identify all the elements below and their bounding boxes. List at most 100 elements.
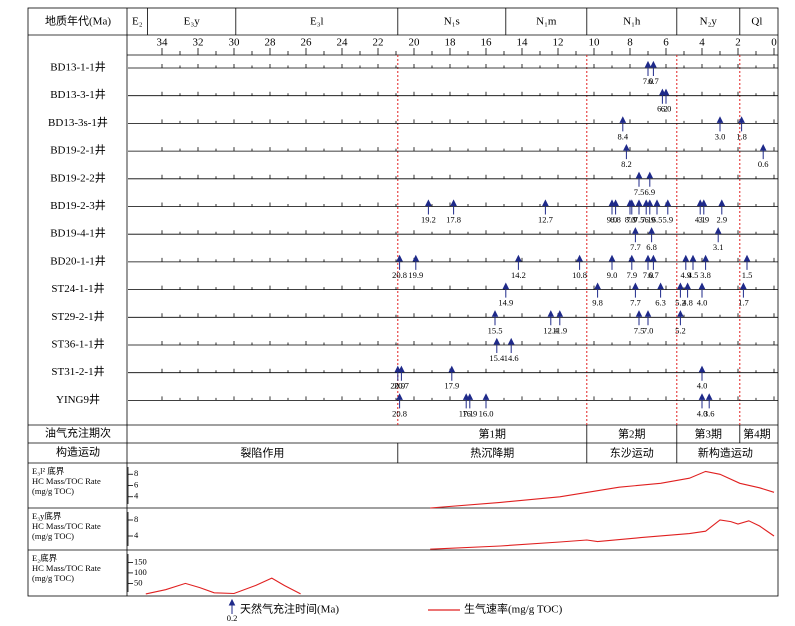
rate-curve [145, 577, 301, 595]
charge-label: 6.9 [644, 214, 655, 224]
charge-label: 1.7 [738, 298, 749, 308]
tick-label: 2 [735, 37, 741, 49]
charge-arrow [635, 199, 643, 215]
span-label: 第1期 [479, 427, 507, 441]
row-label: 油气充注期次 [45, 426, 111, 440]
charge-label: 4.5 [688, 270, 699, 280]
tick-label: 30 [229, 37, 241, 49]
charge-arrow [507, 337, 515, 353]
charge-label: 1.5 [742, 270, 753, 280]
frame [27, 7, 779, 597]
charge-arrow [644, 310, 652, 326]
charge-arrow [398, 365, 405, 381]
charge-label: 7.0 [643, 270, 654, 280]
charge-label: 5.9 [662, 214, 673, 224]
charge-label: 20.7 [394, 381, 409, 391]
period-label: N₁h [623, 16, 641, 28]
tick-label: 6 [663, 37, 669, 49]
legend-arrow-label: 0.2 [227, 613, 238, 623]
charge-label: 16.0 [479, 408, 494, 418]
tick-label: 16 [481, 37, 493, 49]
panel-unit: (mg/g TOC) [32, 531, 74, 541]
charge-arrow [635, 310, 643, 326]
charge-label: 8.0 [625, 214, 636, 224]
charge-arrow [696, 199, 704, 215]
y-tick-label: 100 [134, 567, 147, 577]
charge-label: 4.8 [682, 298, 693, 308]
legend-text: 天然气充注时间(Ma) [240, 602, 339, 616]
charge-label: 9.0 [607, 214, 618, 224]
well-name: ST36-1-1井 [51, 337, 104, 351]
charge-arrow [718, 199, 726, 215]
charge-label: 3.9 [698, 214, 709, 224]
charge-label: 15.5 [488, 325, 503, 335]
charge-arrow [425, 199, 432, 215]
tick-label: 14 [517, 37, 529, 49]
charge-arrow [502, 282, 510, 298]
charge-arrow [650, 60, 657, 76]
period-label: E₃y [184, 16, 201, 28]
charge-label: 7.9 [626, 270, 637, 280]
charge-label: 4.0 [697, 408, 708, 418]
legend-text: 生气速率(mg/g TOC) [464, 602, 563, 616]
panel-title: E₃l² 底界 [32, 466, 65, 476]
charge-arrow [662, 88, 670, 104]
well-name: ST24-1-1井 [51, 281, 104, 295]
period-label: E₂ [132, 16, 143, 28]
charge-label: 7.5 [634, 187, 645, 197]
charge-arrow [702, 254, 709, 270]
charge-arrow [682, 254, 690, 270]
charge-label: 0.6 [758, 159, 769, 169]
tick-label: 34 [157, 37, 169, 49]
charge-arrow [542, 199, 549, 215]
charge-label: 4.0 [697, 298, 708, 308]
charge-label: 11.9 [553, 325, 568, 335]
tick-label: 18 [445, 37, 457, 49]
charge-label: 2.9 [716, 214, 727, 224]
charge-arrow [448, 365, 456, 381]
panel-subtitle: HC Mass/TOC Rate [32, 521, 101, 531]
span-label: 热沉降期 [470, 446, 514, 460]
charge-arrow [412, 254, 420, 270]
y-tick-label: 8 [134, 468, 138, 478]
charge-label: 7.7 [630, 298, 641, 308]
charge-label: 6.2 [657, 104, 668, 114]
charge-label: 8.4 [617, 131, 628, 141]
well-name: BD19-4-1井 [50, 226, 106, 240]
charge-label: 12.7 [538, 214, 553, 224]
y-tick-label: 8 [134, 514, 138, 524]
charge-arrow [628, 254, 636, 270]
y-tick-label: 50 [134, 577, 143, 587]
charge-arrow [698, 282, 706, 298]
period-label: N₂y [700, 16, 718, 28]
charge-label: 6.8 [646, 242, 657, 252]
charge-label: 7.1 [641, 214, 652, 224]
charge-label: 15.4 [489, 353, 505, 363]
rate-curve [430, 470, 775, 509]
well-name: BD19-2-3井 [50, 198, 106, 212]
charge-label: 17.8 [446, 214, 461, 224]
charge-arrow [594, 282, 601, 298]
charge-arrow [644, 254, 652, 270]
charge-arrow [698, 365, 706, 381]
charge-arrow [491, 310, 499, 326]
charge-arrow [619, 116, 627, 132]
well-name: BD20-1-1井 [50, 253, 106, 267]
row-label: 构造运动 [56, 445, 100, 459]
charge-arrow [632, 227, 639, 243]
period-label: E₃l [310, 16, 324, 28]
charge-arrow [396, 254, 403, 270]
charge-arrow [740, 282, 747, 298]
well-name: BD19-2-1井 [50, 143, 106, 157]
charge-arrow [743, 254, 751, 270]
charge-label: 5.2 [675, 325, 686, 335]
charge-arrow [648, 227, 655, 243]
rate-curve [430, 519, 775, 550]
charge-arrow [684, 282, 691, 298]
span-label: 新构造运动 [698, 446, 753, 460]
charge-arrow [659, 88, 666, 104]
charge-label: 4.9 [680, 270, 691, 280]
tick-label: 28 [265, 37, 277, 49]
charge-arrow [628, 199, 636, 215]
period-label: N₁s [444, 16, 460, 28]
